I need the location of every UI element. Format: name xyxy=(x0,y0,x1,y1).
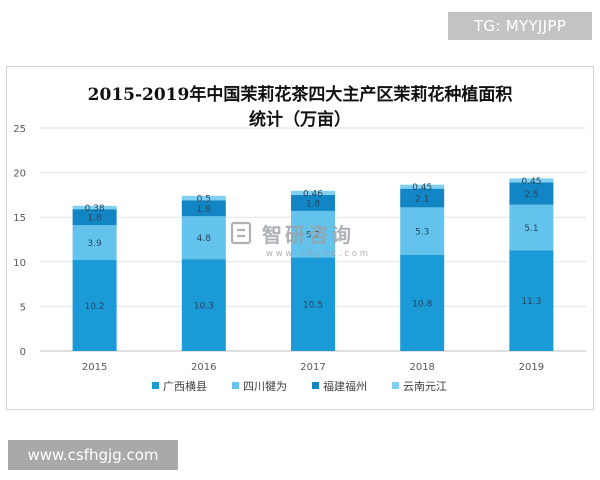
bar-segment xyxy=(400,188,445,208)
bar-segment xyxy=(181,216,226,260)
legend-swatch xyxy=(152,382,159,389)
data-label: 0.45 xyxy=(521,177,541,187)
bar-segment xyxy=(400,254,445,351)
legend: 广西横县 四川犍为 福建福州 云南元江 xyxy=(152,379,447,393)
data-label: 0.45 xyxy=(412,183,432,193)
y-tick-label: 5 xyxy=(20,302,26,313)
legend-swatch xyxy=(232,382,239,389)
bar-segment xyxy=(400,207,445,255)
data-label: 1.8 xyxy=(87,214,102,224)
watermark-url: w w w . c h y x x . c o m xyxy=(266,249,368,259)
legend-label: 广西横县 xyxy=(163,379,207,393)
bars xyxy=(72,178,554,351)
data-label: 3.9 xyxy=(87,239,102,249)
y-tick-label: 25 xyxy=(13,124,26,135)
bar-segment xyxy=(509,178,554,183)
data-label: 10.2 xyxy=(85,302,105,312)
data-label: 2.1 xyxy=(415,195,429,205)
y-tick-label: 0 xyxy=(20,347,26,358)
top-watermark: TG: MYYJJPP xyxy=(448,12,592,40)
data-label: 5.1 xyxy=(524,224,538,234)
bar-segment xyxy=(72,260,117,351)
watermark-cn: 智研咨询 xyxy=(262,223,354,247)
y-tick-label: 15 xyxy=(13,213,26,224)
legend-label: 云南元江 xyxy=(403,380,447,393)
data-label: 4.8 xyxy=(197,234,212,244)
data-label: 5.3 xyxy=(415,228,429,238)
bar-segment xyxy=(509,204,554,251)
x-tick-label: 2015 xyxy=(82,362,107,373)
bar-segment xyxy=(291,194,335,211)
data-label: 10.5 xyxy=(303,301,323,311)
data-label: 0.46 xyxy=(303,189,323,199)
bar-segment xyxy=(181,200,226,217)
x-axis-ticks: 2015 2016 2017 2018 2019 xyxy=(82,362,544,373)
x-tick-label: 2019 xyxy=(519,362,544,373)
data-label: 0.38 xyxy=(85,204,105,214)
data-label: 1.8 xyxy=(306,199,321,209)
legend-label: 福建福州 xyxy=(323,379,367,393)
data-label: 1.8 xyxy=(197,205,212,215)
data-label: 2.5 xyxy=(524,190,538,200)
chart-title-line2: 统计（万亩） xyxy=(249,109,351,130)
bar-segment xyxy=(72,225,117,261)
bar-segment xyxy=(509,250,554,351)
bar-segment xyxy=(291,190,335,195)
legend-label: 四川犍为 xyxy=(243,380,287,393)
x-tick-label: 2016 xyxy=(191,362,216,373)
center-watermark: 智研咨询 w w w . c h y x x . c o m xyxy=(230,221,368,259)
x-tick-label: 2018 xyxy=(409,362,434,373)
data-label: 5.2 xyxy=(306,231,320,241)
x-tick-label: 2017 xyxy=(300,362,325,373)
y-tick-label: 20 xyxy=(13,169,26,180)
bar-segment xyxy=(181,259,226,351)
legend-swatch xyxy=(312,382,319,389)
bar-segment xyxy=(400,184,445,189)
data-label: 11.3 xyxy=(521,297,541,307)
bar-segment xyxy=(291,257,335,351)
logo-mark-icon xyxy=(230,221,252,245)
bar-segment xyxy=(181,195,226,201)
data-label: 10.8 xyxy=(412,299,432,309)
bar-segment xyxy=(509,182,554,205)
y-axis-ticks: 0 5 10 15 20 25 xyxy=(13,124,26,358)
bottom-watermark: www.csfhgjg.com xyxy=(8,440,178,470)
bar-segment xyxy=(72,209,117,226)
y-tick-label: 10 xyxy=(13,258,26,269)
chart-title-line1: 2015-2019年中国茉莉花茶四大主产区茉莉花种植面积 xyxy=(88,84,513,105)
legend-swatch xyxy=(392,382,399,389)
data-label: 0.5 xyxy=(197,195,211,205)
data-labels: 10.23.91.80.3810.34.81.80.510.55.21.80.4… xyxy=(85,177,542,312)
bar-segment xyxy=(72,205,117,210)
bar-segment xyxy=(291,210,335,258)
data-label: 10.3 xyxy=(194,302,214,312)
